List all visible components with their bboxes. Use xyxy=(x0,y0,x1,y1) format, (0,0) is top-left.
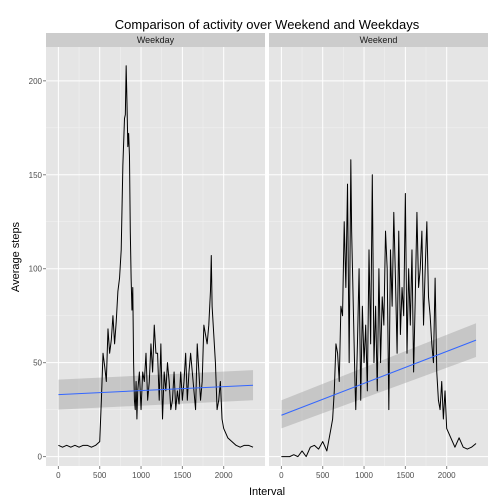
y-axis-label: Average steps xyxy=(10,221,22,292)
panel-background xyxy=(46,47,265,466)
y-tick-label: 0 xyxy=(38,453,43,462)
x-tick-label: 1000 xyxy=(132,471,150,480)
chart-title: Comparison of activity over Weekend and … xyxy=(115,17,420,32)
x-tick-label: 2000 xyxy=(215,471,233,480)
y-tick-label: 200 xyxy=(29,77,43,86)
facet-panel-weekend: Weekend 0 500 1000 1500 2000 xyxy=(269,33,488,480)
panel-background xyxy=(269,47,488,466)
confidence-band xyxy=(281,323,477,429)
facet-strip-label: Weekend xyxy=(360,35,398,45)
x-tick-label: 0 xyxy=(279,471,284,480)
x-tick-label: 1500 xyxy=(173,471,191,480)
x-tick-label: 1000 xyxy=(355,471,373,480)
y-tick-label: 100 xyxy=(29,265,43,274)
facet-strip-label: Weekday xyxy=(137,35,175,45)
x-tick-label: 500 xyxy=(93,471,107,480)
facet-panel-weekday: Weekday 0 500 1000 1500 2000 xyxy=(46,33,265,480)
trend-line xyxy=(281,339,477,416)
x-tick-label: 2000 xyxy=(438,471,456,480)
x-axis-label: Interval xyxy=(249,486,285,498)
facet-strip xyxy=(46,33,265,47)
x-tick-label: 1500 xyxy=(396,471,414,480)
facet-strip xyxy=(269,33,488,47)
y-tick-label: 150 xyxy=(29,171,43,180)
trend-line xyxy=(58,384,254,396)
y-tick-label: 50 xyxy=(33,359,42,368)
average-steps-line xyxy=(58,65,254,448)
x-tick-label: 0 xyxy=(56,471,61,480)
x-tick-label: 500 xyxy=(316,471,330,480)
